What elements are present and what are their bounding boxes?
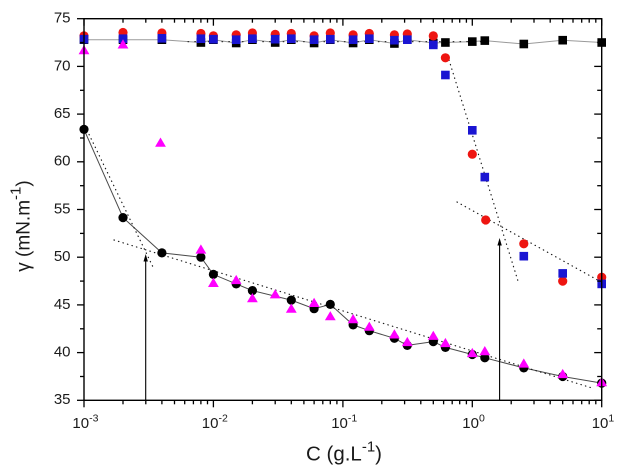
svg-text:65: 65: [54, 105, 71, 122]
svg-text:75: 75: [54, 10, 71, 27]
svg-text:35: 35: [54, 391, 71, 408]
svg-text:70: 70: [54, 57, 71, 74]
svg-text:45: 45: [54, 296, 71, 313]
svg-text:50: 50: [54, 248, 71, 265]
svg-text:40: 40: [54, 344, 71, 361]
svg-text:55: 55: [54, 200, 71, 217]
svg-text:60: 60: [54, 153, 71, 170]
